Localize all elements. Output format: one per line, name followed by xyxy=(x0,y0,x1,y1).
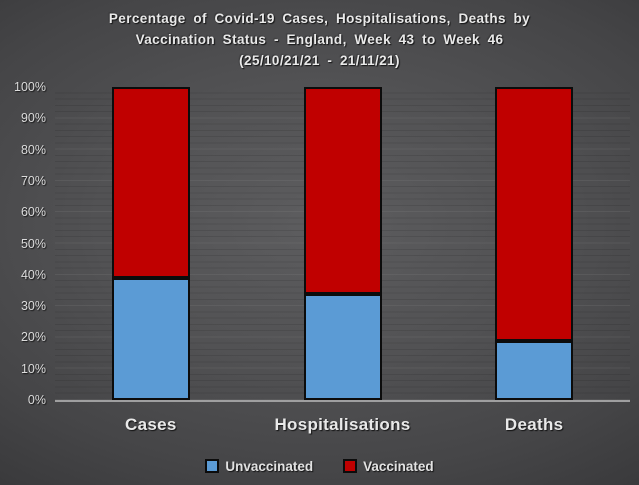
y-tick-label-60: 60% xyxy=(20,205,46,220)
y-tick-label-30: 30% xyxy=(20,299,46,314)
y-tick-label-90: 90% xyxy=(20,111,46,126)
chart-title-line-2: Vaccination Status - England, Week 43 to… xyxy=(135,32,504,47)
legend-swatch-vaccinated xyxy=(343,459,358,473)
category-label-deaths: Deaths xyxy=(504,415,564,434)
y-tick-label-0: 0% xyxy=(27,393,46,407)
y-tick-label-20: 20% xyxy=(20,330,46,345)
stacked-bar-hospitalisations xyxy=(303,87,382,400)
y-tick-label-40: 40% xyxy=(20,267,46,282)
chart-title: Percentage of Covid-19 Cases, Hospitalis… xyxy=(0,8,639,71)
bar-segment-unvaccinated-cases xyxy=(111,277,190,400)
stacked-bar-cases xyxy=(111,87,190,400)
stacked-bar-deaths xyxy=(495,87,574,400)
legend-item-vaccinated: Vaccinated xyxy=(343,459,434,474)
plot-area xyxy=(55,87,630,402)
x-axis-category-labels: Cases Hospitalisations Deaths xyxy=(55,411,630,439)
legend-swatch-unvaccinated xyxy=(205,459,220,473)
y-tick-label-80: 80% xyxy=(20,142,46,157)
y-tick-label-70: 70% xyxy=(20,173,46,188)
bar-segment-vaccinated-hospitalisations xyxy=(303,87,382,294)
bar-segment-unvaccinated-hospitalisations xyxy=(303,293,382,400)
legend-label-unvaccinated: Unvaccinated xyxy=(225,458,314,474)
bar-segment-vaccinated-deaths xyxy=(495,87,574,341)
chart-title-line-3: (25/10/21/21 - 21/11/21) xyxy=(239,53,400,68)
chart-title-line-1: Percentage of Covid-19 Cases, Hospitalis… xyxy=(108,11,531,26)
legend: Unvaccinated Vaccinated xyxy=(0,452,639,480)
legend-label-vaccinated: Vaccinated xyxy=(363,458,434,474)
y-tick-label-10: 10% xyxy=(20,361,46,376)
y-tick-label-50: 50% xyxy=(20,236,46,251)
legend-item-unvaccinated: Unvaccinated xyxy=(205,459,313,474)
bar-segment-vaccinated-cases xyxy=(111,87,190,278)
bar-segment-unvaccinated-deaths xyxy=(495,340,574,400)
y-tick-label-100: 100% xyxy=(14,80,46,94)
category-label-hospitalisations: Hospitalisations xyxy=(274,415,411,434)
category-label-cases: Cases xyxy=(125,415,177,434)
